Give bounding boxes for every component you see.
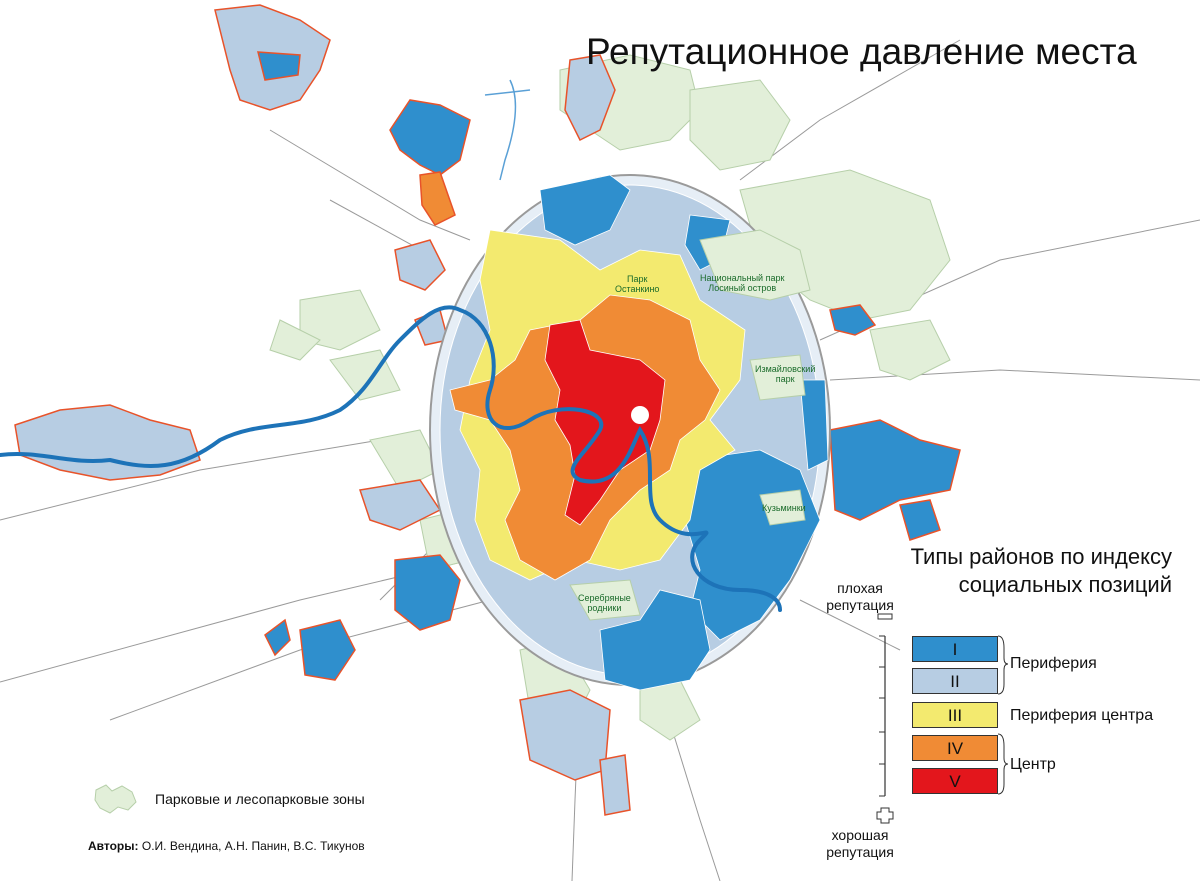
plus-icon (876, 807, 894, 824)
rivers (0, 305, 782, 612)
legend-braces (997, 635, 1009, 795)
north-water (484, 79, 531, 181)
outer-districts (14, 4, 961, 816)
inner-city (429, 174, 831, 691)
reputation-scale (876, 613, 894, 824)
bad-reputation-line1: плохая (837, 580, 883, 596)
bad-reputation-line2: репутация (826, 597, 894, 613)
legend-swatch-label: III (947, 706, 963, 725)
legend-title: Типы районов по индексу социальных позиц… (911, 543, 1172, 599)
good-reputation-label: хорошая репутация (815, 827, 905, 861)
park-label-serebryanye-line2: родники (587, 603, 622, 613)
map-title: Репутационное давление места (586, 31, 1137, 72)
park-label-ostankino-line2: Останкино (615, 284, 660, 294)
legend-swatch-type-2: II (912, 668, 998, 694)
park-zone-swatch (94, 784, 137, 814)
minus-icon (877, 613, 893, 620)
legend-swatch-label: V (949, 772, 961, 791)
park-label-serebryanye: Серебряные родники (578, 593, 631, 613)
legend-swatch-type-1: I (912, 636, 998, 662)
legend-title-line2: социальных позиций (958, 572, 1172, 597)
group-label-center: Центр (1010, 756, 1056, 773)
legend-swatch-type-4: IV (912, 735, 998, 761)
park-label-losiny: Национальный парк Лосиный остров (700, 273, 784, 293)
legend-swatch-type-5: V (912, 768, 998, 794)
legend-swatch-label: I (952, 640, 958, 659)
authors-label: Авторы: (88, 839, 139, 853)
park-label-serebryanye-line1: Серебряные (578, 593, 631, 603)
park-label-ostankino: Парк Останкино (615, 274, 659, 294)
park-label-izmailovo-line1: Измайловский (755, 364, 816, 374)
good-reputation-line2: репутация (826, 844, 894, 860)
group-label-periphery-center: Периферия центра (1010, 707, 1154, 724)
park-zone-legend-label: Парковые и лесопарковые зоны (155, 791, 365, 807)
legend-swatch-label: IV (946, 739, 964, 758)
park-label-losiny-line1: Национальный парк (700, 273, 785, 283)
legend-title-line1: Типы районов по индексу (910, 544, 1172, 569)
park-label-losiny-line2: Лосиный остров (708, 283, 777, 293)
good-reputation-line1: хорошая (831, 827, 889, 843)
legend-swatch-type-3: III (912, 702, 998, 728)
bad-reputation-label: плохая репутация (820, 580, 900, 614)
legend-swatch-label: II (950, 672, 960, 691)
authors-names: О.И. Вендина, А.Н. Панин, В.С. Тикунов (141, 839, 365, 853)
park-label-ostankino-line1: Парк (627, 274, 648, 284)
group-label-periphery: Периферия (1010, 655, 1097, 672)
authors-credit: Авторы: О.И. Вендина, А.Н. Панин, В.С. Т… (88, 838, 365, 854)
park-label-izmailovo-line2: парк (775, 374, 795, 384)
park-label-izmailovo: Измайловский парк (755, 364, 815, 384)
park-label-kuzminki: Кузьминки (762, 503, 806, 513)
